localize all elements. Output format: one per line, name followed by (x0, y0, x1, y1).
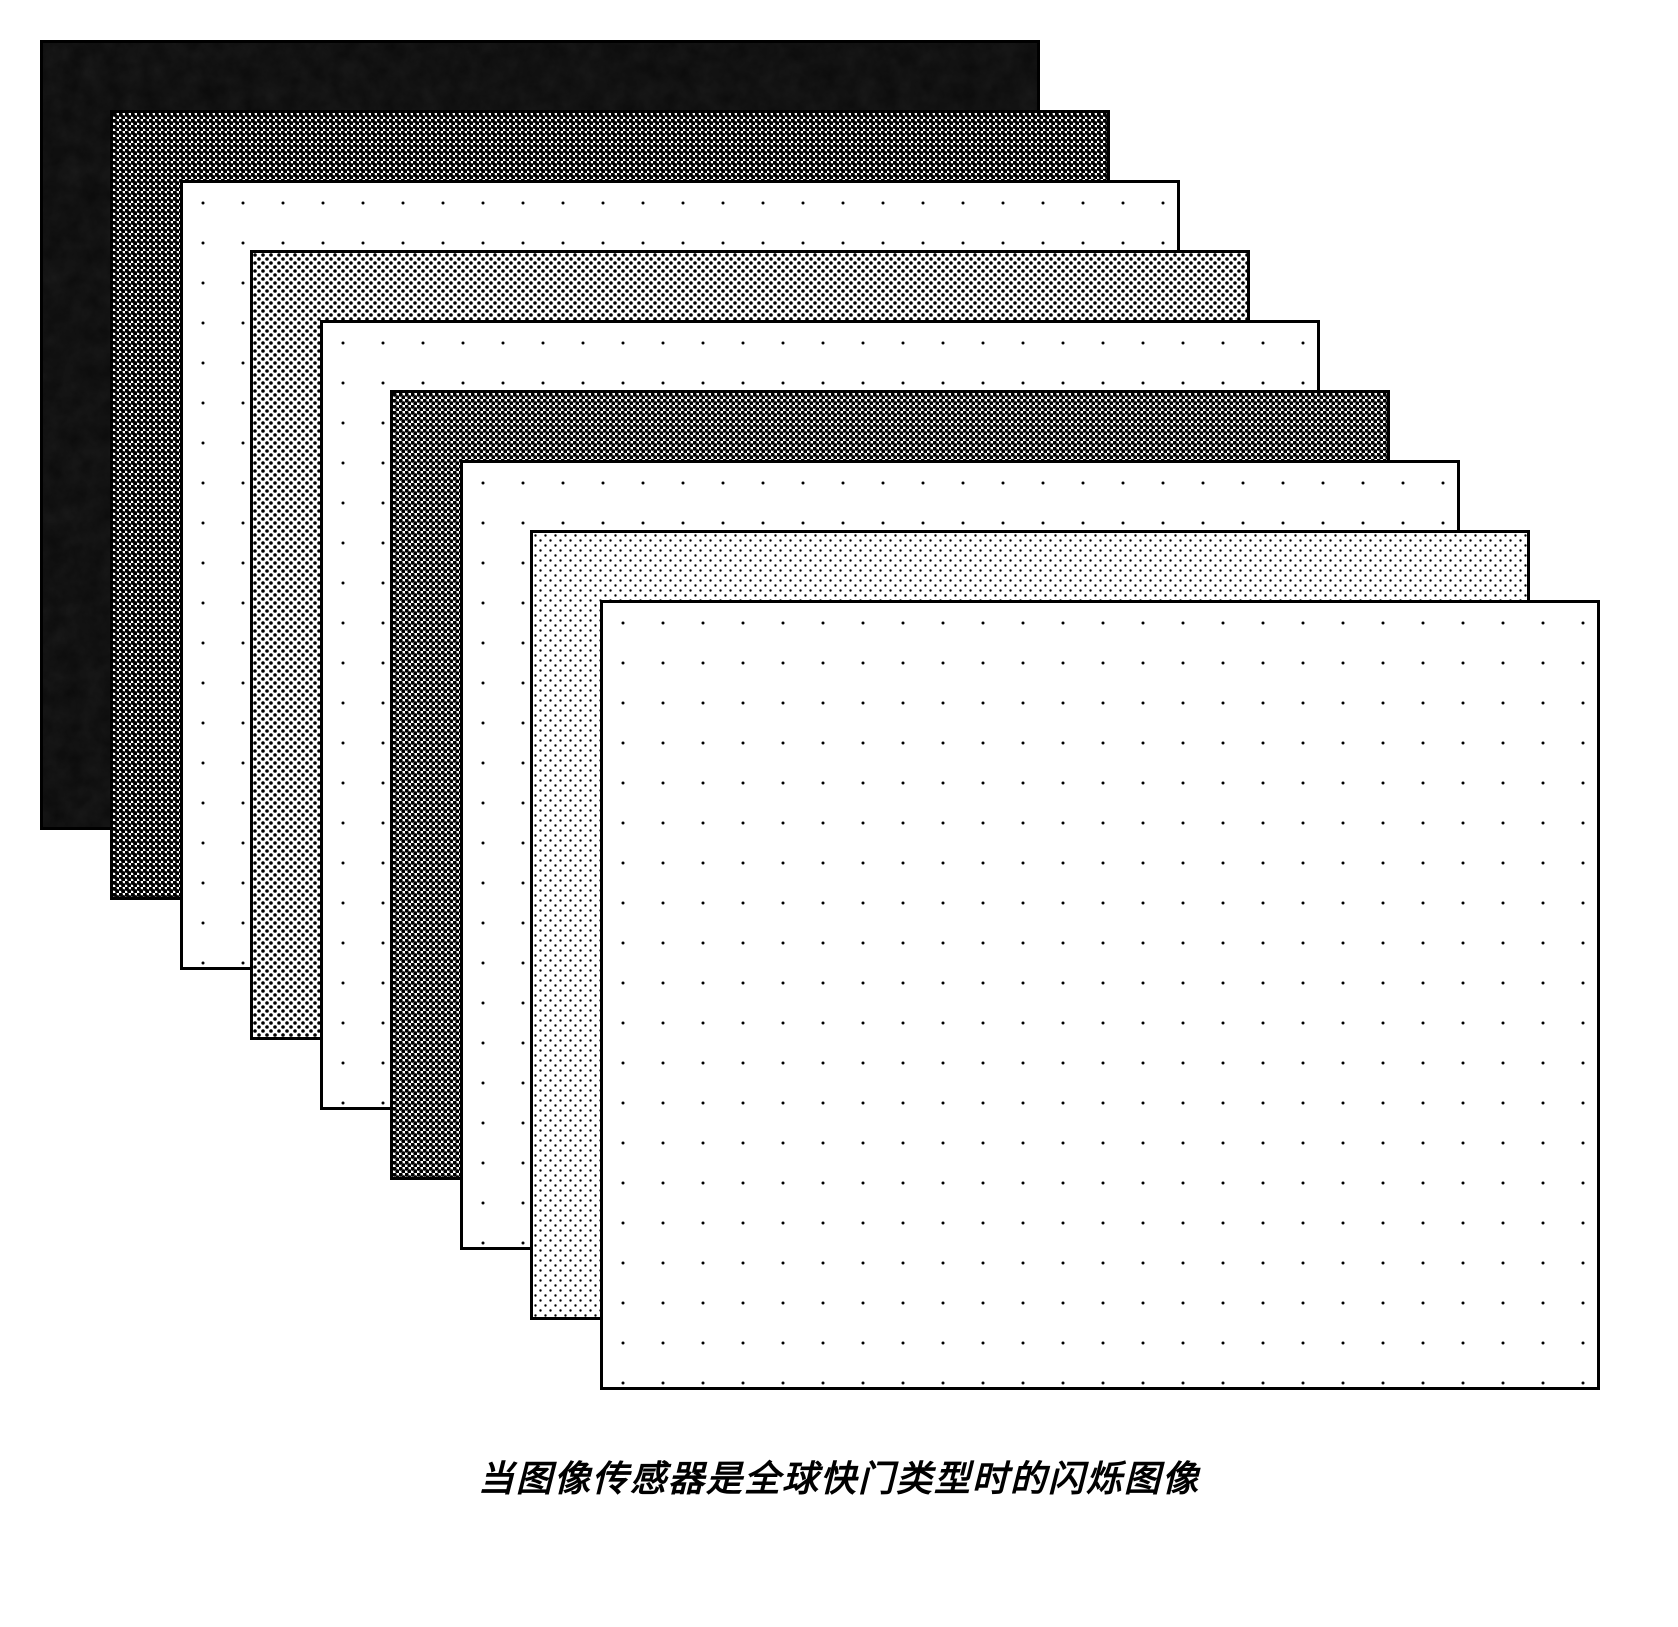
layer-8 (600, 600, 1600, 1390)
diagram-container: 当图像传感器是全球快门类型时的闪烁图像 (40, 40, 1638, 1587)
caption: 当图像传感器是全球快门类型时的闪烁图像 (40, 1450, 1638, 1502)
layer-stack (40, 40, 1638, 1390)
